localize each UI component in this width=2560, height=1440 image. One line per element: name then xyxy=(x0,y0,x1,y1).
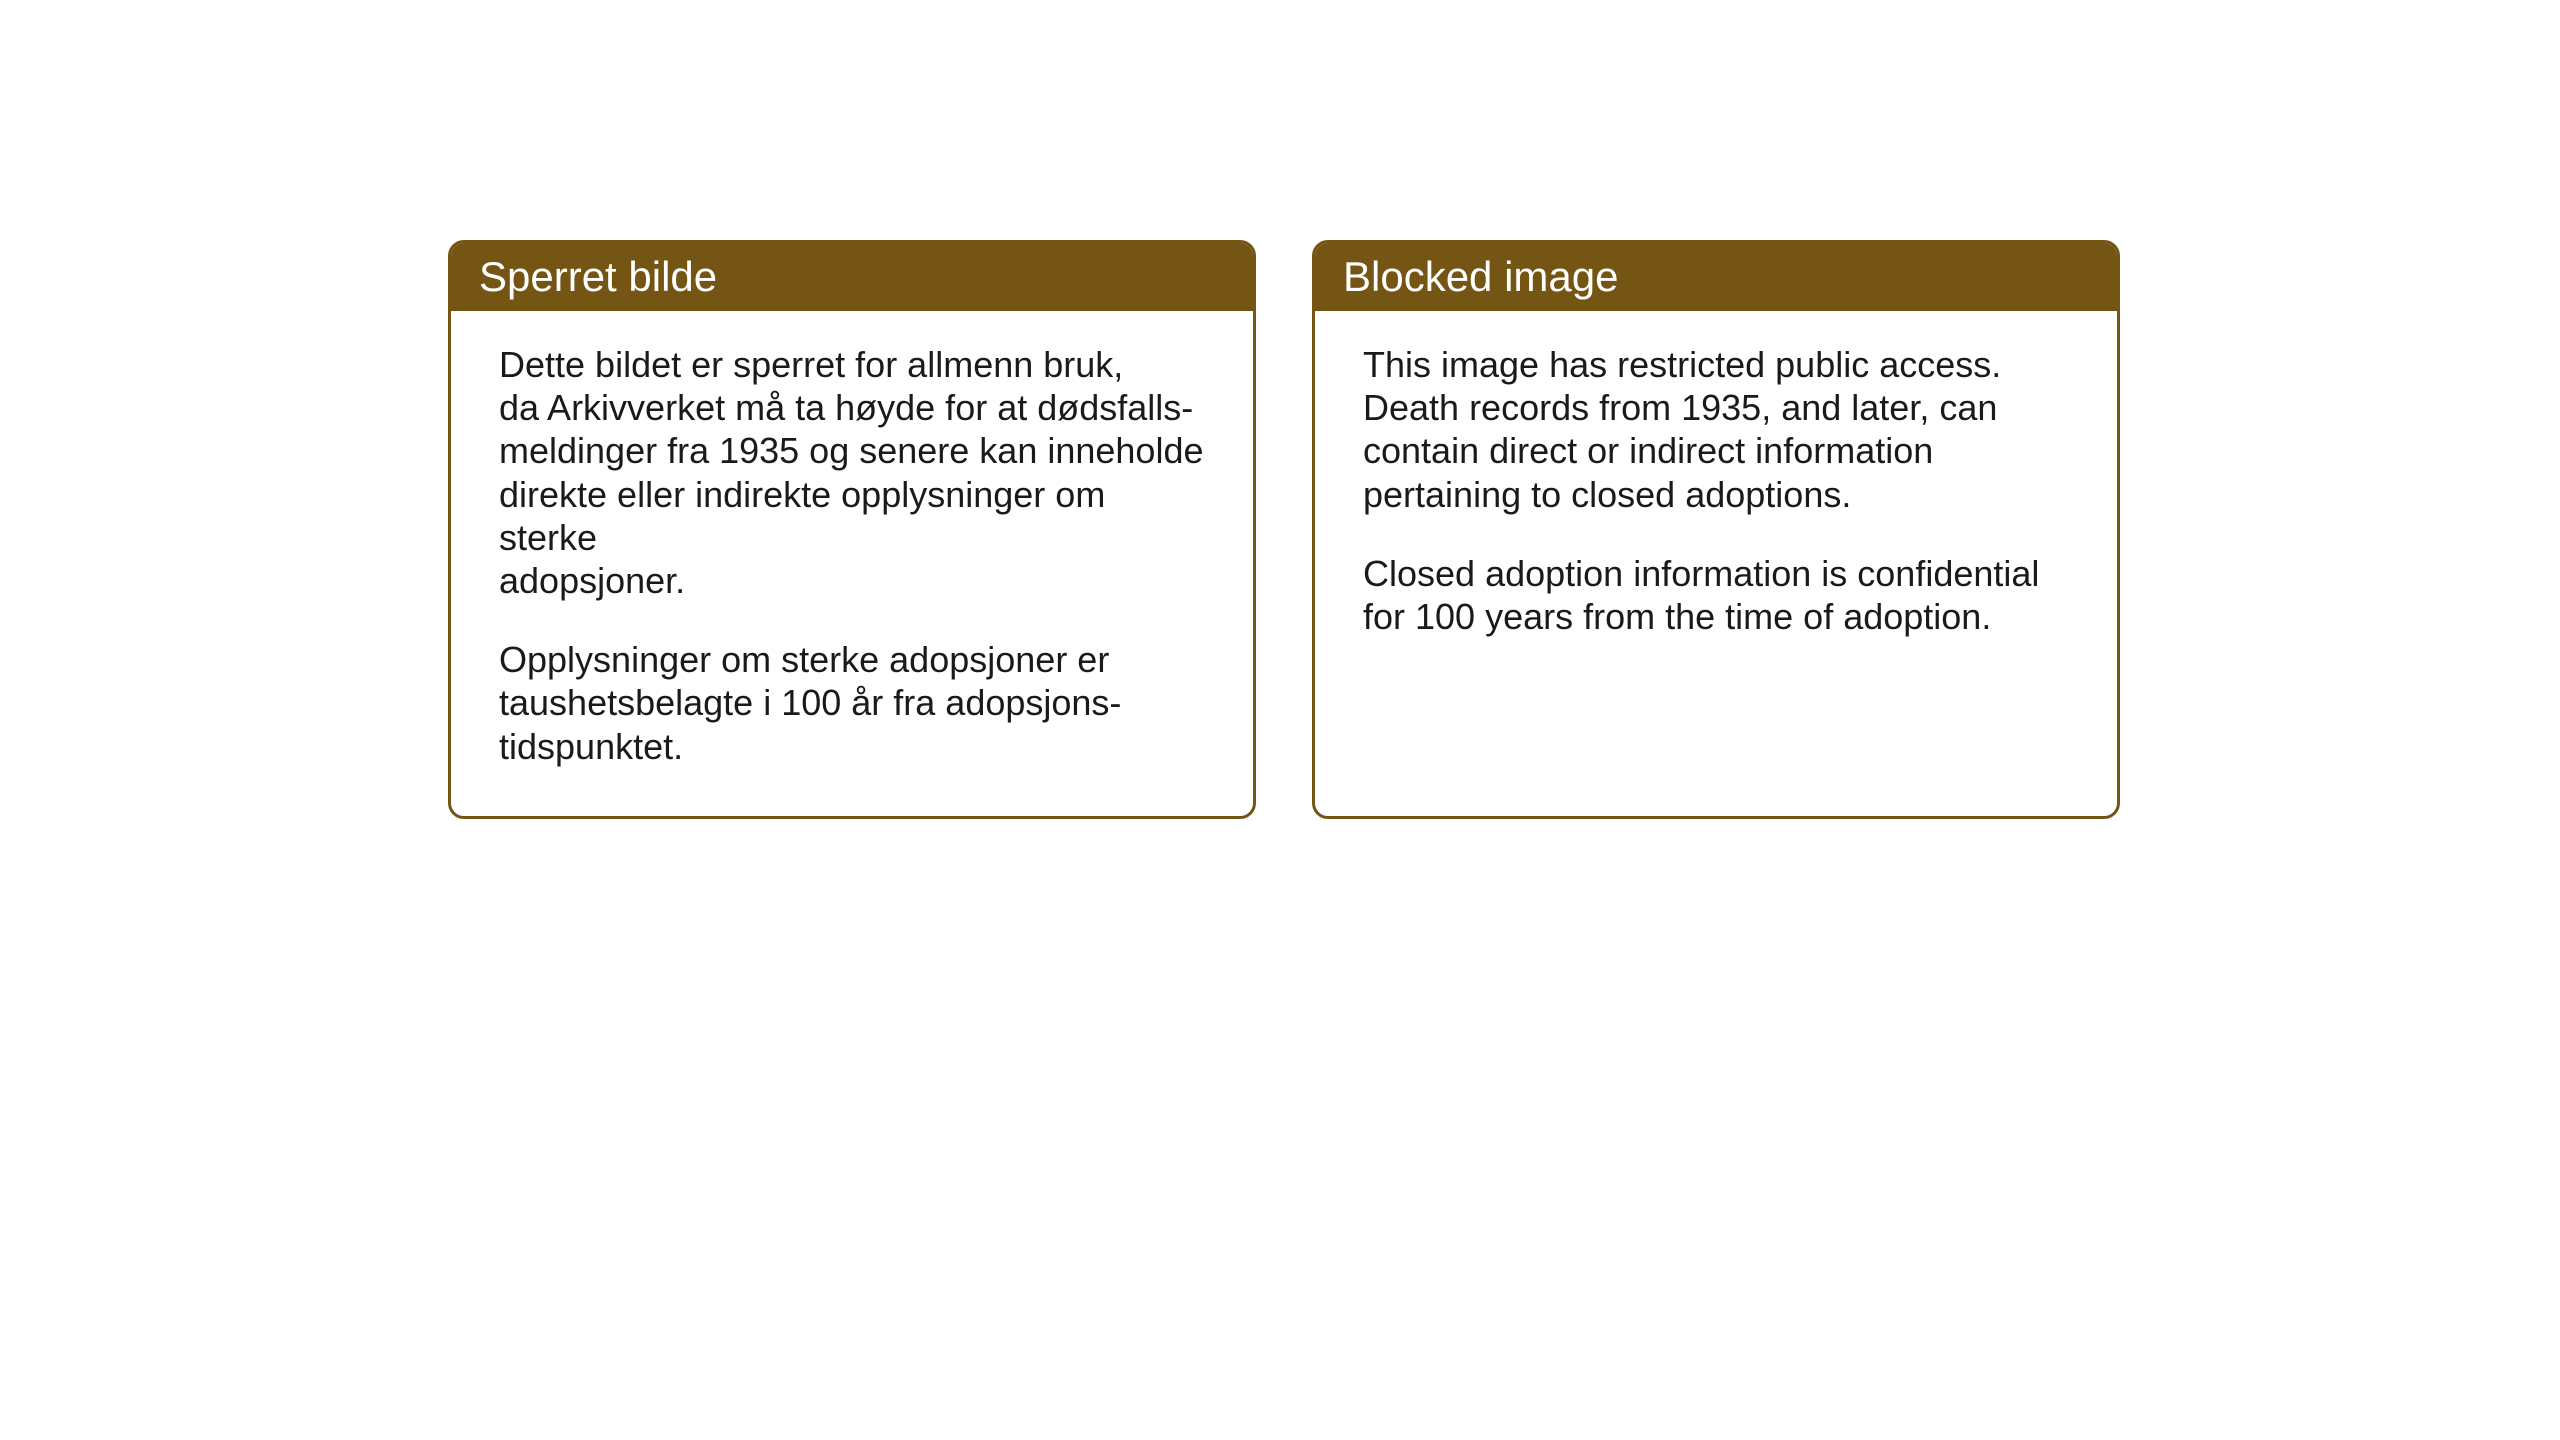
norwegian-card-body: Dette bildet er sperret for allmenn bruk… xyxy=(451,311,1253,816)
english-notice-card: Blocked image This image has restricted … xyxy=(1312,240,2120,819)
english-card-title: Blocked image xyxy=(1315,243,2117,311)
norwegian-paragraph-2: Opplysninger om sterke adopsjoner er tau… xyxy=(499,638,1205,768)
notice-container: Sperret bilde Dette bildet er sperret fo… xyxy=(448,240,2120,819)
english-card-body: This image has restricted public access.… xyxy=(1315,311,2117,686)
english-paragraph-1: This image has restricted public access.… xyxy=(1363,343,2069,516)
norwegian-paragraph-1: Dette bildet er sperret for allmenn bruk… xyxy=(499,343,1205,602)
norwegian-card-title: Sperret bilde xyxy=(451,243,1253,311)
norwegian-notice-card: Sperret bilde Dette bildet er sperret fo… xyxy=(448,240,1256,819)
english-paragraph-2: Closed adoption information is confident… xyxy=(1363,552,2069,638)
